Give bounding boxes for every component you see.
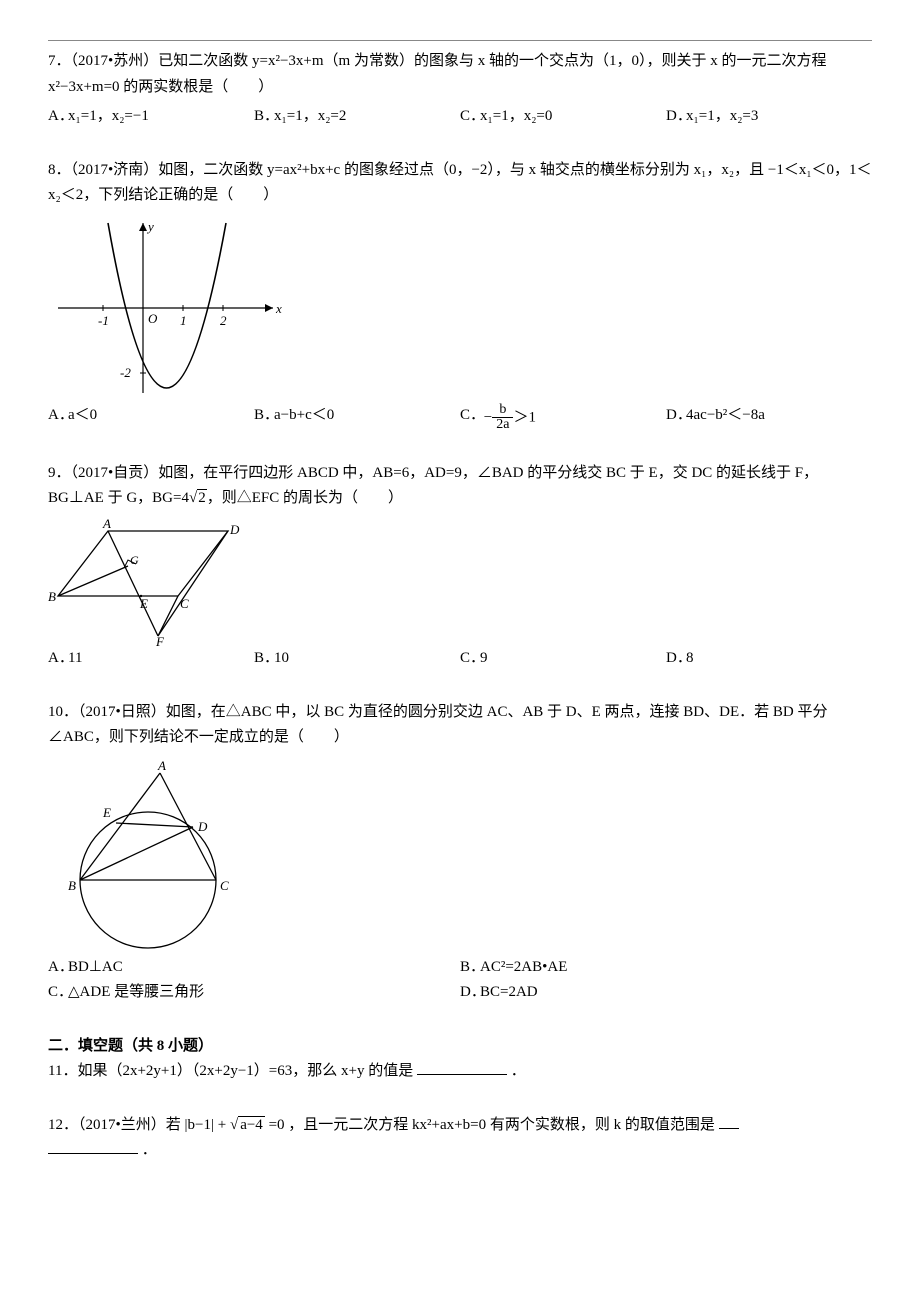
top-rule [48, 40, 872, 41]
svg-text:y: y [146, 219, 154, 234]
q7-choice-d: D．x₁=1，x₂=3 [666, 104, 872, 130]
q12-stem-mid: ，且一元二次方程 kx²+ax+b=0 有两个实数根，则 k 的取值范围是 [288, 1117, 715, 1133]
q7-choices: A．x₁=1，x₂=−1 B．x₁=1，x₂=2 C．x₁=1，x₂=0 D．x… [48, 104, 872, 130]
svg-text:1: 1 [180, 313, 187, 328]
q11-stem-suffix: ． [511, 1063, 526, 1079]
q10-choices: A．BD⊥AC B．AC²=2AB•AE C．△ADE 是等腰三角形 D．BC=… [48, 955, 872, 1006]
q12-eq: =0 [269, 1117, 285, 1133]
q12-blank-1 [719, 1113, 739, 1129]
q12-blank-2 [48, 1138, 138, 1154]
q8-choice-a: A．a＜0 [48, 403, 254, 433]
svg-text:A: A [102, 516, 111, 531]
q9-choice-b: B．10 [254, 646, 460, 672]
svg-text:E: E [139, 596, 148, 611]
question-8: 8．（2017•济南）如图，二次函数 y=ax²+bx+c 的图象经过点（0，−… [48, 158, 872, 433]
svg-text:C: C [180, 596, 189, 611]
q12-plus: + [218, 1117, 226, 1133]
q7-stem: 7．（2017•苏州）已知二次函数 y=x²−3x+m（m 为常数）的图象与 x… [48, 49, 872, 100]
q9-choices: A．11 B．10 C．9 D．8 [48, 646, 872, 672]
q8-frac-icon: b2a [492, 403, 513, 433]
q9-choice-a: A．11 [48, 646, 254, 672]
section-2-title: 二．填空题（共 8 小题） [48, 1034, 872, 1060]
q10-choice-b: B．AC²=2AB•AE [460, 955, 872, 981]
q10-choice-a: A．BD⊥AC [48, 955, 460, 981]
q8-stem: 8．（2017•济南）如图，二次函数 y=ax²+bx+c 的图象经过点（0，−… [48, 158, 872, 209]
q7-choice-c: C．x₁=1，x₂=0 [460, 104, 666, 130]
svg-text:G: G [130, 553, 139, 567]
q11-stem-prefix: 11．如果（2x+2y+1）（2x+2y−1）=63，那么 x+y 的值是 [48, 1063, 413, 1079]
svg-text:B: B [68, 878, 76, 893]
q10-diagram: B C A D E [48, 755, 248, 955]
q9-choice-c: C．9 [460, 646, 666, 672]
svg-text:x: x [275, 301, 282, 316]
svg-text:B: B [48, 589, 56, 604]
q10-choice-d: D．BC=2AD [460, 980, 872, 1006]
svg-text:D: D [197, 819, 208, 834]
svg-text:O: O [148, 311, 158, 326]
q7-choice-a: A．x₁=1，x₂=−1 [48, 104, 254, 130]
question-9: 9．（2017•自贡）如图，在平行四边形 ABCD 中，AB=6，AD=9，∠B… [48, 461, 872, 672]
q10-choice-c: C．△ADE 是等腰三角形 [48, 980, 460, 1006]
q8-choice-b: B．a−b+c＜0 [254, 403, 460, 433]
svg-text:2: 2 [220, 313, 227, 328]
q12-stem-suffix: ． [142, 1142, 157, 1158]
q9-choice-d: D．8 [666, 646, 872, 672]
svg-text:A: A [157, 758, 166, 773]
q10-stem: 10．（2017•日照）如图，在△ABC 中，以 BC 为直径的圆分别交边 AC… [48, 700, 872, 751]
q8-choice-c: C． −b2a＞1 [460, 403, 666, 433]
q8-choices: A．a＜0 B．a−b+c＜0 C． −b2a＞1 D．4ac−b²＜−8a [48, 403, 872, 433]
q12-sqrt-expr: √a−4 [230, 1116, 265, 1133]
q9-stem: 9．（2017•自贡）如图，在平行四边形 ABCD 中，AB=6，AD=9，∠B… [48, 461, 872, 512]
q8-graph: -1 1 2 -2 O x y [48, 213, 288, 403]
svg-text:F: F [155, 634, 165, 646]
question-12: 12．（2017•兰州）若 |b−1| + √a−4 =0 ，且一元二次方程 k… [48, 1113, 872, 1164]
q11-blank [417, 1059, 507, 1075]
svg-text:E: E [102, 805, 111, 820]
svg-text:-2: -2 [120, 365, 131, 380]
q8-choice-d: D．4ac−b²＜−8a [666, 403, 872, 433]
q7-choice-b: B．x₁=1，x₂=2 [254, 104, 460, 130]
svg-text:D: D [229, 522, 240, 537]
q9-bg-value: 4√2 [181, 490, 206, 506]
question-11: 11．如果（2x+2y+1）（2x+2y−1）=63，那么 x+y 的值是 ． [48, 1059, 872, 1085]
question-10: 10．（2017•日照）如图，在△ABC 中，以 BC 为直径的圆分别交边 AC… [48, 700, 872, 1006]
q12-abs-expr: |b−1| [185, 1117, 214, 1133]
question-7: 7．（2017•苏州）已知二次函数 y=x²−3x+m（m 为常数）的图象与 x… [48, 49, 872, 130]
q12-stem-prefix: 12．（2017•兰州）若 [48, 1117, 181, 1133]
q9-diagram: A D B C E F G [48, 516, 248, 646]
svg-text:C: C [220, 878, 229, 893]
svg-text:-1: -1 [98, 313, 109, 328]
